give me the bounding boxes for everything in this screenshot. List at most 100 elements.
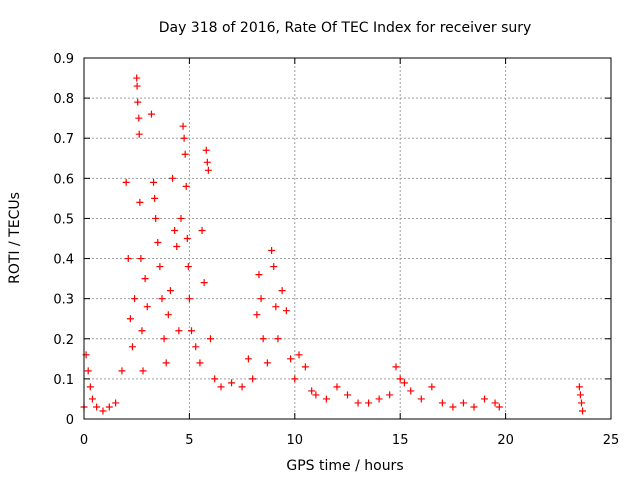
x-tick-label: 10 [287, 433, 304, 448]
data-point [128, 343, 136, 351]
data-point [579, 407, 587, 415]
data-point [139, 367, 147, 375]
data-point [255, 271, 263, 279]
data-point [154, 239, 162, 247]
data-point [133, 82, 141, 90]
data-point [202, 146, 210, 154]
data-point [217, 383, 225, 391]
data-point [470, 403, 478, 411]
data-point [164, 311, 172, 319]
x-tick-label: 25 [603, 433, 620, 448]
data-point [200, 279, 208, 287]
data-point [282, 307, 290, 315]
data-point [287, 355, 295, 363]
data-point [84, 367, 92, 375]
data-point [268, 247, 276, 255]
data-point [312, 391, 320, 399]
data-point [272, 303, 280, 311]
data-point [150, 178, 158, 186]
x-tick-label: 5 [185, 433, 193, 448]
data-point [400, 379, 408, 387]
data-point [308, 387, 316, 395]
y-axis-label: ROTI / TECUs [7, 192, 23, 284]
data-point [354, 399, 362, 407]
data-point [175, 327, 183, 335]
x-tick-label: 15 [392, 433, 409, 448]
data-point [263, 359, 271, 367]
data-point [244, 355, 252, 363]
x-tick-label: 0 [80, 433, 88, 448]
data-point [238, 383, 246, 391]
data-point [180, 134, 188, 142]
ticks-layer: 0 5 10 15 20 25 0 0.1 0.2 0.3 0.4 0.5 0.6 0.7 0.8 0.9 [53, 52, 619, 448]
data-point [270, 263, 278, 271]
x-axis-label: GPS time / hours [286, 458, 403, 474]
data-point [86, 383, 94, 391]
data-point [198, 226, 206, 234]
data-point [576, 391, 584, 399]
data-point [295, 351, 303, 359]
data-point [322, 395, 330, 403]
data-point [253, 311, 261, 319]
data-point [274, 335, 282, 343]
data-point [192, 343, 200, 351]
y-tick-label: 0.4 [53, 253, 74, 268]
data-point [134, 98, 142, 106]
data-point [118, 367, 126, 375]
points-layer [80, 74, 587, 415]
data-point [152, 214, 160, 222]
data-point [184, 263, 192, 271]
data-point [171, 226, 179, 234]
data-point [183, 235, 191, 242]
data-point [257, 295, 265, 303]
data-point [124, 255, 132, 263]
data-point [156, 263, 164, 271]
y-tick-label: 0.5 [53, 212, 74, 227]
data-point [136, 198, 144, 206]
data-point [138, 327, 146, 335]
y-tick-label: 0.9 [53, 52, 74, 67]
data-point [188, 327, 196, 335]
data-point [99, 407, 107, 415]
data-point [375, 395, 383, 403]
grid-layer [84, 58, 611, 419]
data-point [386, 391, 394, 399]
data-point [185, 295, 193, 303]
y-tick-label: 0 [66, 413, 74, 428]
data-point [162, 359, 170, 367]
plot-frame [83, 57, 612, 420]
data-point [438, 399, 446, 407]
y-tick-label: 0.2 [53, 333, 74, 348]
x-tick-label: 20 [497, 433, 514, 448]
y-tick-label: 0.7 [53, 132, 74, 147]
y-tick-label: 0.3 [53, 293, 74, 308]
y-tick-label: 0.1 [53, 373, 74, 388]
data-point [131, 295, 139, 303]
data-point [177, 214, 185, 222]
data-point [481, 395, 489, 403]
data-point [204, 166, 212, 174]
data-point [141, 275, 149, 283]
data-point [495, 403, 503, 411]
y-tick-label: 0.8 [53, 92, 74, 107]
data-point [158, 295, 166, 303]
data-point [181, 150, 189, 158]
data-point [88, 395, 96, 403]
data-point [333, 383, 341, 391]
data-point [143, 303, 151, 311]
data-point [365, 399, 373, 407]
data-point [126, 315, 134, 323]
data-point [278, 287, 286, 295]
data-point [133, 74, 141, 82]
data-point [112, 399, 120, 407]
data-point [182, 182, 190, 190]
y-tick-label: 0.6 [53, 172, 74, 187]
data-point [169, 174, 177, 182]
data-point [396, 375, 404, 383]
data-point [196, 359, 204, 367]
data-point [206, 335, 214, 343]
data-point [301, 363, 309, 371]
data-point [166, 287, 174, 295]
data-point [160, 335, 168, 343]
data-point [459, 399, 467, 407]
